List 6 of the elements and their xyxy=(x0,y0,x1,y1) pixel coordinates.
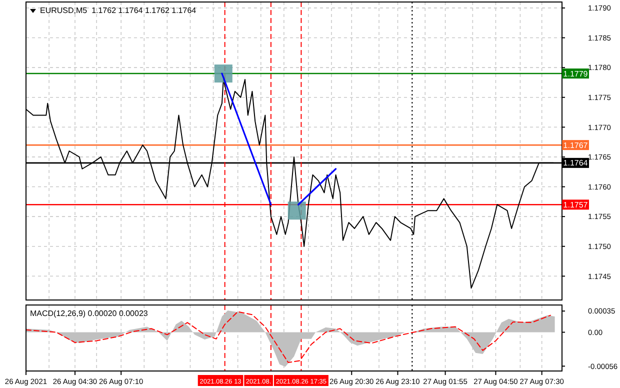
ref-line-label: 1.1757 xyxy=(563,200,588,210)
ref-line-label: 1.1779 xyxy=(563,69,588,78)
text: MACD(12,26,9) 0.00020 0.00023 xyxy=(30,309,148,318)
ref-line-label: 1.1764 xyxy=(563,158,588,168)
text: EURUSD,M5 1.1762 1.1764 1.1762 1.1764 xyxy=(40,6,197,15)
ref-line-label: 1.1767 xyxy=(563,140,588,150)
